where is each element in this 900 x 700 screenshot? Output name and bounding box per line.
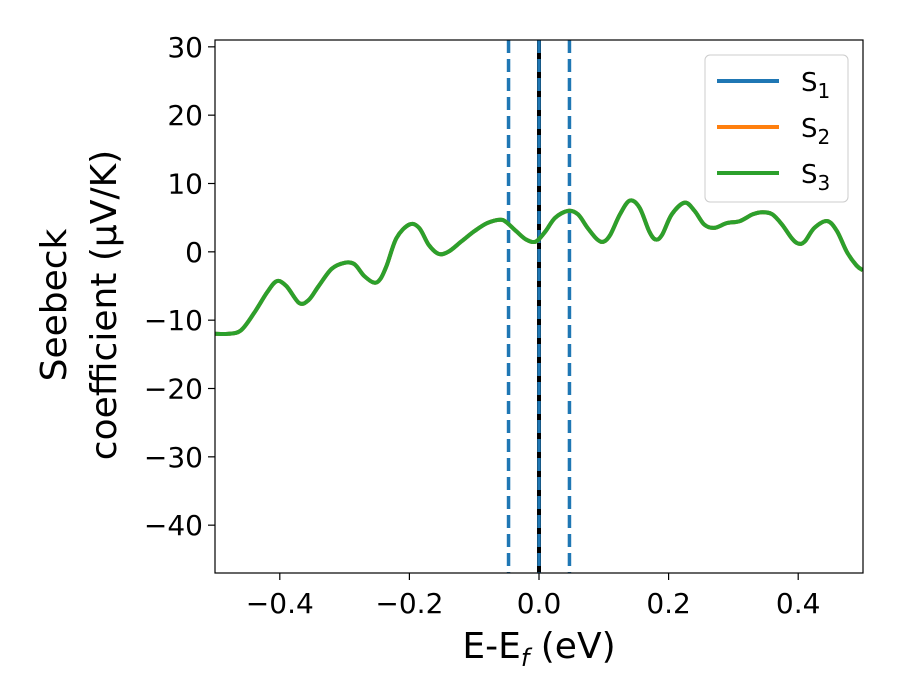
x-axis-title: E-Ef (eV) bbox=[462, 626, 615, 672]
legend: S1 S2 S3 bbox=[704, 54, 849, 203]
y-tick-label: −10 bbox=[144, 304, 203, 337]
plot-area bbox=[215, 40, 863, 573]
y-tick-label: 10 bbox=[167, 168, 203, 201]
y-tick-label: −20 bbox=[144, 373, 203, 406]
series-line-s3 bbox=[215, 198, 863, 337]
reference-lines bbox=[506, 40, 572, 573]
legend-label-s2: S2 bbox=[801, 114, 830, 149]
y-axis-ticks: 30 20 10 0 −10 −20 −30 −40 bbox=[144, 31, 215, 542]
x-tick-label: −0.4 bbox=[246, 587, 314, 620]
x-tick-label: −0.2 bbox=[375, 587, 443, 620]
y-tick-label: −30 bbox=[144, 441, 203, 474]
x-axis-ticks: −0.4 −0.2 0.0 0.2 0.4 bbox=[246, 573, 821, 620]
y-tick-label: 0 bbox=[185, 236, 203, 269]
legend-label-s1: S1 bbox=[801, 68, 830, 103]
x-tick-label: 0.4 bbox=[776, 587, 821, 620]
y-tick-label: 30 bbox=[167, 31, 203, 64]
y-tick-label: −40 bbox=[144, 509, 203, 542]
series-lines bbox=[215, 198, 863, 337]
y-axis-title-line1: Seebeck bbox=[34, 228, 75, 381]
y-axis-title-line2: coefficient (μV/K) bbox=[84, 150, 125, 460]
x-tick-label: 0.2 bbox=[646, 587, 691, 620]
legend-label-s3: S3 bbox=[801, 160, 830, 195]
y-axis-title: Seebeck coefficient (μV/K) bbox=[34, 150, 125, 460]
y-tick-label: 20 bbox=[167, 99, 203, 132]
x-tick-label: 0.0 bbox=[517, 587, 562, 620]
